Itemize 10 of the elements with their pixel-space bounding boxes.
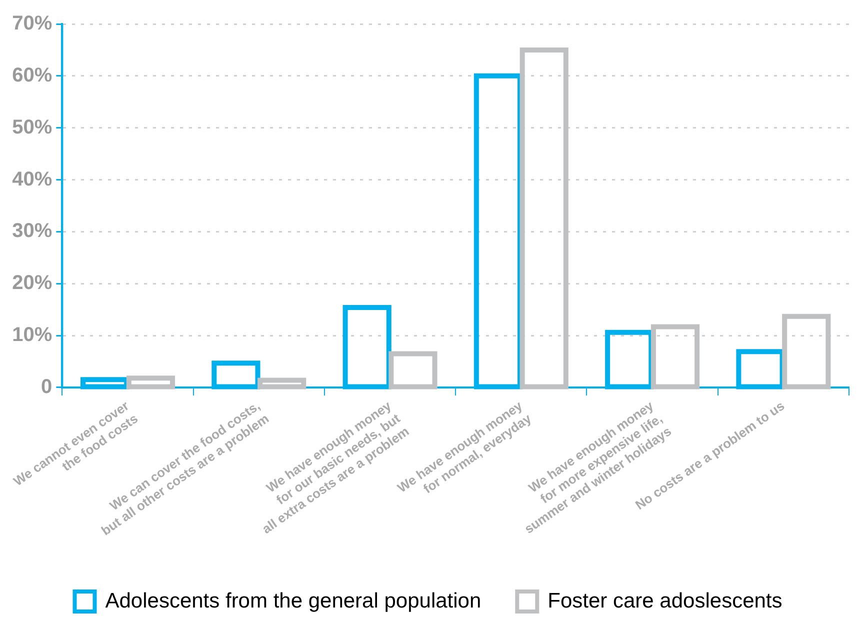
y-tick-label: 30% [12,220,52,242]
y-tick-label: 20% [12,272,52,294]
y-tick-label: 10% [12,324,52,346]
legend-label: Foster care adoslescents [548,589,782,612]
y-tick-label: 40% [12,168,52,190]
y-tick-label: 70% [12,12,52,35]
y-tick-label: 0 [41,376,52,398]
y-tick-label: 60% [12,64,52,86]
y-tick-label: 50% [12,116,52,138]
legend-label: Adolescents from the general population [105,589,482,612]
